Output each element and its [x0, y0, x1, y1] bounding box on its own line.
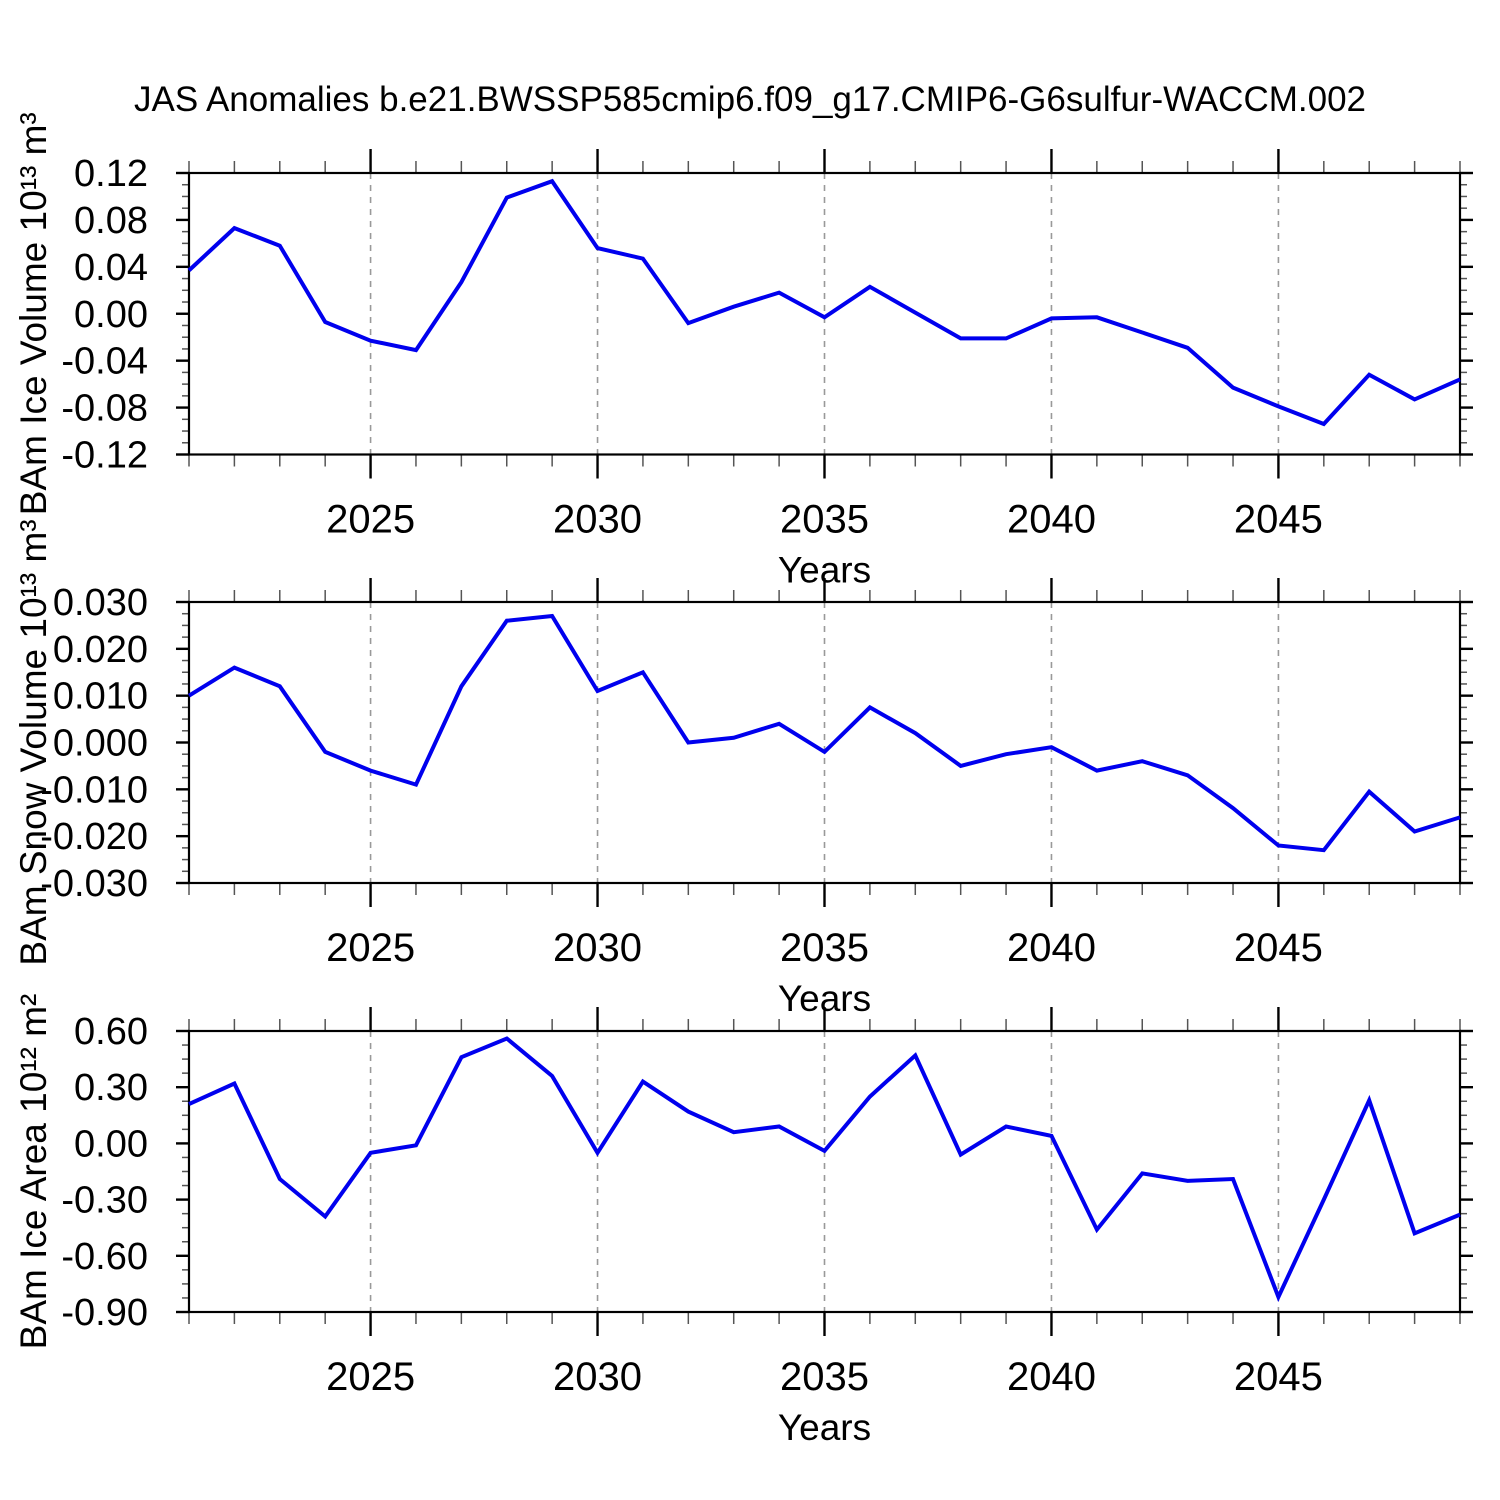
series-line-snow-volume [187, 613, 1461, 853]
figure-title: JAS Anomalies b.e21.BWSSP585cmip6.f09_g1… [133, 80, 1367, 119]
y-tick-label: 0.00 [74, 1123, 148, 1165]
x-tick-label: 2035 [780, 1355, 869, 1399]
y-tick-label: 0.030 [53, 582, 148, 624]
y-tick-label: 0.60 [74, 1011, 148, 1053]
x-tick-label: 2030 [553, 1355, 642, 1399]
y-axis-label: BAm Ice Volume 10¹³ m³ [13, 112, 54, 515]
y-tick-label: 0.00 [74, 294, 148, 336]
panel-snow-volume: 0.030 0.020 0.010 0.000-0.010 -0.020 -0.030 20… [13, 519, 1473, 1019]
x-tick-label: 2025 [326, 926, 415, 970]
x-tick-label: 2045 [1234, 498, 1323, 542]
x-tick-label: 2035 [780, 498, 869, 542]
series-line-ice-volume [187, 178, 1461, 427]
x-tick-label: 2025 [326, 498, 415, 542]
panel-ice-volume: 0.12 0.08 0.04 0.00 -0.04 -0.08 -0.12 2025 2030 2… [13, 112, 1473, 591]
x-tick-label: 2030 [553, 498, 642, 542]
x-tick-label: 2045 [1234, 1355, 1323, 1399]
y-tick-label: 0.020 [53, 629, 148, 671]
y-tick-label: 0.08 [74, 200, 148, 242]
y-tick-label: -0.020 [40, 816, 148, 858]
y-tick-label: 0.04 [74, 247, 148, 289]
x-tick-label: 2040 [1007, 498, 1096, 542]
plot-frame [187, 171, 1462, 456]
x-tick-label: 2035 [780, 926, 869, 970]
y-tick-label: -0.30 [61, 1180, 148, 1222]
y-tick-label: -0.04 [61, 341, 148, 383]
plot-frame [187, 1029, 1462, 1314]
y-tick-label: 0.30 [74, 1067, 148, 1109]
y-axis-label: BAm Ice Area 10¹² m² [13, 994, 54, 1350]
y-axis-label: BAm Snow Volume 10¹³ m³ [13, 519, 54, 965]
y-tick-label: -0.030 [40, 863, 148, 905]
x-tick-label: 2025 [326, 1355, 415, 1399]
x-tick-label: 2040 [1007, 926, 1096, 970]
y-tick-label: 0.12 [74, 153, 148, 195]
y-tick-label: 0.000 [53, 723, 148, 765]
series-line-ice-area [188, 1036, 1461, 1303]
x-tick-label: 2045 [1234, 926, 1323, 970]
plot-frame [187, 600, 1462, 885]
panel-ice-area: 0.60 0.30 0.00 -0.30 -0.60 -0.90 2025 2030 2035 2… [13, 994, 1473, 1448]
y-tick-label: -0.90 [61, 1292, 148, 1334]
x-tick-label: 2030 [553, 926, 642, 970]
y-tick-label: -0.12 [61, 435, 148, 477]
x-tick-label: 2040 [1007, 1355, 1096, 1399]
x-axis-label: Years [778, 1407, 871, 1448]
y-tick-label: 0.010 [53, 676, 148, 718]
y-tick-label: -0.60 [61, 1236, 148, 1278]
y-tick-label: -0.010 [40, 769, 148, 811]
y-tick-label: -0.08 [61, 388, 148, 430]
